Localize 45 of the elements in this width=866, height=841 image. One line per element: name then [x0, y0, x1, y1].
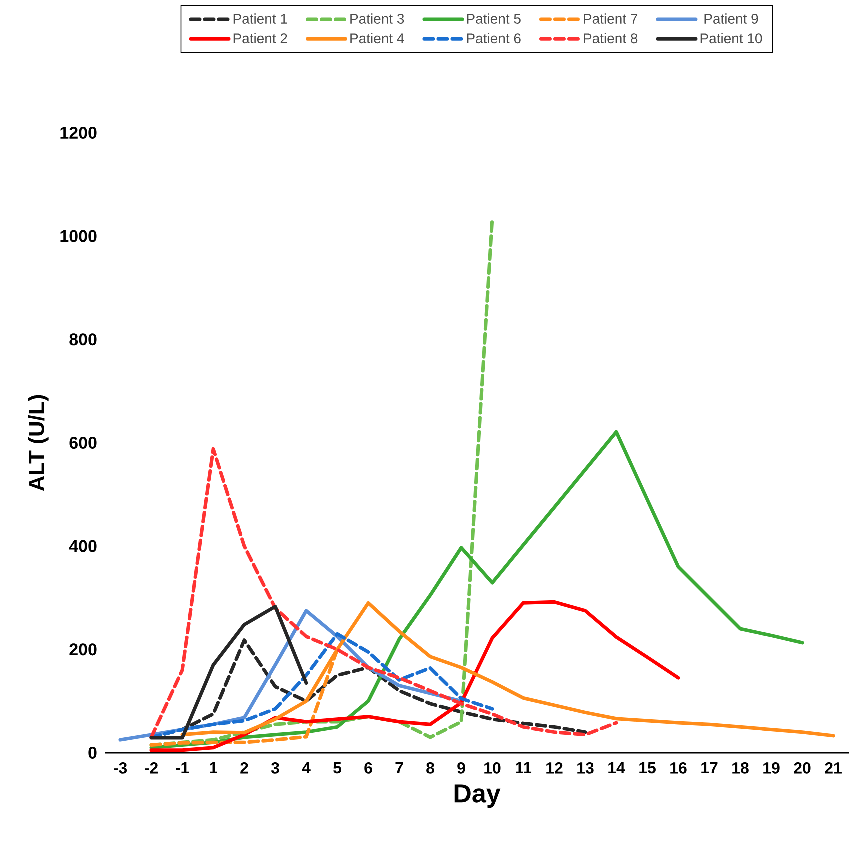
y-tick-label: 800 — [70, 334, 97, 346]
x-tick-label: 3 — [271, 762, 280, 774]
x-tick-label: 13 — [578, 762, 594, 774]
x-tick-label: 14 — [608, 762, 626, 774]
legend-label: Patient 8 — [584, 33, 638, 44]
x-tick-label: 15 — [640, 762, 656, 774]
line-series — [150, 430, 804, 750]
legend-label: Patient 9 — [704, 14, 758, 24]
x-tick-label: 1 — [210, 762, 218, 774]
x-tick-label: 9 — [458, 762, 466, 774]
x-tick-label: 12 — [546, 762, 563, 774]
x-tick-label: 18 — [732, 762, 749, 774]
x-tick-label: 16 — [670, 762, 687, 774]
x-tick-label: 4 — [302, 762, 311, 774]
x-tick-label: -2 — [145, 762, 158, 774]
x-tick-label: 10 — [484, 762, 501, 774]
x-tick-label: -1 — [176, 762, 190, 774]
line-series — [150, 600, 680, 752]
x-tick-label: 21 — [825, 762, 842, 774]
legend-label: Patient 1 — [234, 14, 288, 24]
y-tick-label: 1200 — [60, 126, 97, 140]
x-axis-title: Day — [454, 784, 501, 808]
x-tick-label: -3 — [114, 762, 128, 774]
x-tick-label: 20 — [794, 762, 811, 774]
x-tick-label: 2 — [240, 762, 248, 774]
y-axis-title: ALT (U/L) — [28, 395, 49, 492]
y-tick-label: 600 — [70, 436, 97, 450]
legend-label: Patient 5 — [467, 14, 521, 24]
legend-label: Patient 4 — [350, 33, 404, 44]
legend-label: Patient 10 — [700, 33, 762, 44]
x-tick-label: 5 — [334, 762, 342, 774]
legend-label: Patient 6 — [467, 33, 521, 44]
legend-label: Patient 7 — [584, 14, 638, 24]
x-tick-label: 19 — [764, 762, 780, 774]
legend-label: Patient 3 — [350, 14, 404, 24]
y-tick-label: 0 — [88, 746, 97, 760]
legend-label: Patient 2 — [234, 33, 288, 44]
x-tick-label: 17 — [702, 762, 718, 774]
y-tick-label: 400 — [69, 540, 97, 552]
x-tick-label: 8 — [426, 762, 434, 774]
x-tick-label: 6 — [364, 762, 372, 774]
x-tick-label: 11 — [516, 762, 532, 774]
y-tick-label: 1000 — [60, 230, 97, 242]
x-tick-label: 7 — [396, 762, 404, 774]
y-tick-label: 200 — [70, 644, 97, 656]
